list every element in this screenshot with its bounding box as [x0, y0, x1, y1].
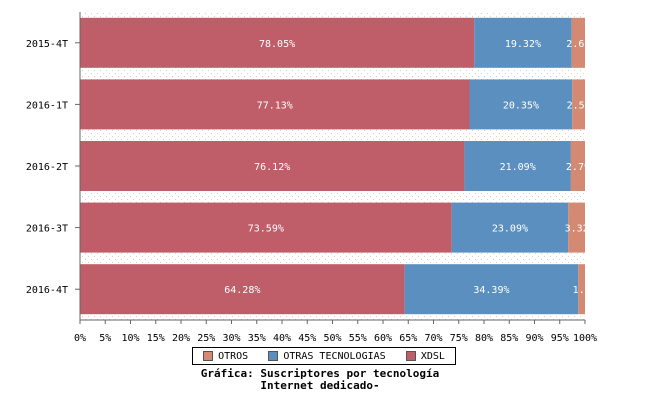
x-tick-label: 25% — [197, 333, 215, 344]
bar-segment — [80, 264, 405, 315]
x-tick-label: 65% — [399, 333, 417, 344]
data-label: 1.3 — [573, 285, 591, 296]
data-label: 20.35% — [503, 100, 539, 111]
data-label: 19.32% — [505, 39, 541, 50]
data-label: 2.63 — [566, 39, 590, 50]
bar-segment — [568, 202, 585, 253]
bar-segment — [80, 202, 452, 253]
bar-segment — [578, 264, 585, 315]
x-tick-label: 80% — [475, 333, 493, 344]
category-label: 2016-2T — [26, 162, 68, 173]
data-label: 78.05% — [259, 39, 295, 50]
x-tick-label: 90% — [525, 333, 543, 344]
x-tick-label: 20% — [172, 333, 190, 344]
x-tick-label: 5% — [99, 333, 111, 344]
x-tick-label: 95% — [551, 333, 569, 344]
legend: OTROS OTRAS TECNOLOGIAS XDSL — [192, 347, 456, 365]
legend-item-xdsl: XDSL — [405, 350, 445, 362]
x-tick-label: 85% — [500, 333, 518, 344]
legend-item-otros: OTROS — [203, 351, 248, 362]
chart-caption: Gráfica: Suscriptores por tecnología Int… — [0, 368, 640, 392]
bar-segment — [80, 79, 470, 130]
x-tick-label: 30% — [222, 333, 240, 344]
bar-segment — [571, 17, 585, 68]
legend-swatch-otros — [203, 351, 214, 361]
data-label: 2.52 — [567, 100, 591, 111]
data-label: 2.79 — [566, 162, 590, 173]
legend-label-otras-tecnologias: OTRAS TECNOLOGIAS — [283, 350, 386, 362]
x-tick-label: 10% — [121, 333, 139, 344]
data-label: 3.32 — [565, 224, 589, 235]
category-label: 2016-3T — [26, 224, 68, 235]
category-label: 2016-1T — [26, 100, 68, 111]
data-label: 23.09% — [492, 224, 528, 235]
bar-segment — [451, 202, 569, 253]
x-tick-label: 75% — [450, 333, 468, 344]
x-tick-label: 40% — [273, 333, 291, 344]
data-label: 64.28% — [224, 285, 260, 296]
bar-segment — [80, 141, 465, 191]
data-label: 21.09% — [500, 162, 536, 173]
chart-subtitle: Internet dedicado- — [260, 379, 380, 392]
bar-segment — [404, 264, 579, 315]
bar-segment — [570, 141, 585, 191]
category-label: 2015-4T — [26, 39, 68, 50]
x-tick-label: 0% — [74, 333, 86, 344]
x-tick-label: 70% — [424, 333, 442, 344]
legend-label-xdsl: XDSL — [420, 350, 445, 362]
legend-item-otras-tecnologias: OTRAS TECNOLOGIAS — [268, 350, 386, 362]
x-tick-label: 50% — [323, 333, 341, 344]
bar-segment — [469, 79, 573, 130]
bar-segment — [464, 141, 571, 191]
x-tick-label: 45% — [298, 333, 316, 344]
x-tick-label: 35% — [248, 333, 266, 344]
chart-title: Gráfica: Suscriptores por tecnología — [200, 367, 440, 380]
data-label: 76.12% — [254, 162, 290, 173]
bar-segment — [572, 79, 585, 130]
data-label: 77.13% — [257, 100, 293, 111]
legend-label-otros: OTROS — [218, 350, 249, 362]
bar-segment — [474, 17, 572, 68]
x-tick-label: 55% — [349, 333, 367, 344]
bar-segment — [80, 17, 475, 68]
data-label: 73.59% — [248, 224, 284, 235]
x-tick-label: 100% — [573, 333, 597, 344]
x-tick-label: 15% — [147, 333, 165, 344]
legend-swatch-xdsl — [405, 351, 416, 361]
legend-swatch-otras-tecnologias — [268, 351, 279, 361]
data-label: 34.39% — [473, 285, 509, 296]
x-tick-label: 60% — [374, 333, 392, 344]
category-label: 2016-4T — [26, 285, 68, 296]
